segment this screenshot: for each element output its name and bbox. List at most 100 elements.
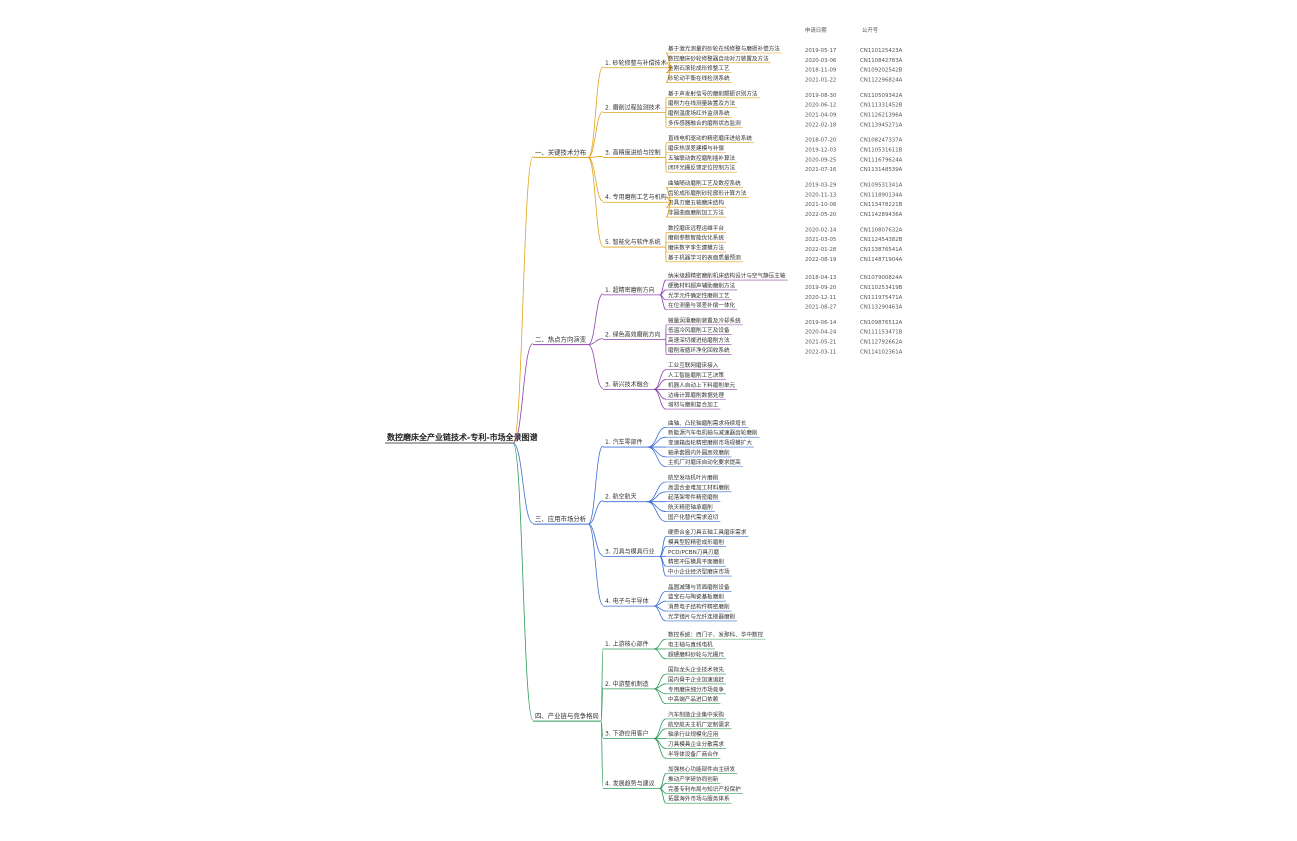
leaf-date: 2018-04-13 bbox=[805, 275, 836, 281]
leaf-label: 航天精密轴承磨削 bbox=[668, 503, 713, 511]
leaf-label: 增材与磨削复合加工 bbox=[668, 401, 719, 409]
leaf-connector bbox=[659, 555, 667, 577]
leaf-number: CN109876512A bbox=[860, 320, 903, 326]
leaf-date: 2020-04-24 bbox=[805, 330, 837, 336]
leaf-label: 拓展海外市场与服务体系 bbox=[668, 795, 730, 803]
topic-label: 1. 汽车零部件 bbox=[605, 438, 643, 446]
topic-label: 2. 绿色高效磨削方向 bbox=[605, 331, 661, 339]
leaf-date: 2021-04-09 bbox=[805, 113, 837, 119]
topic-label: 4. 发展趋势与建议 bbox=[605, 779, 655, 787]
leaf-date: 2018-07-20 bbox=[805, 138, 837, 144]
topic-label: 5. 智能化与软件系统 bbox=[605, 238, 661, 246]
topic-label: 1. 砂轮修整与补偿技术 bbox=[605, 59, 667, 67]
leaf-label: 高速深切缓进给磨削方法 bbox=[668, 336, 730, 344]
leaf-date: 2020-02-14 bbox=[805, 227, 837, 233]
branch-label: 四、产业链与竞争格局 bbox=[535, 711, 599, 720]
leaf-date: 2021-07-16 bbox=[805, 167, 837, 173]
root-node: 数控磨床全产业链技术-专利-市场全景图谱 bbox=[387, 432, 538, 442]
leaf-label: 磨床数字孪生建模方法 bbox=[668, 243, 724, 251]
leaf-date: 2022-01-28 bbox=[805, 247, 837, 253]
branch-connector bbox=[588, 156, 604, 158]
leaf-label: 低温冷风磨削工艺及设备 bbox=[668, 326, 730, 334]
leaf-number: CN110531611B bbox=[860, 147, 903, 153]
branch-connector bbox=[587, 157, 604, 202]
leaf-connector bbox=[647, 436, 667, 448]
leaf-connector bbox=[659, 294, 667, 311]
leaf-label: 基于激光测量的砂轮在线修整与磨损补偿方法 bbox=[668, 45, 780, 53]
branch-connector bbox=[587, 293, 604, 345]
leaf-number: CN109531341A bbox=[860, 182, 903, 188]
leaf-label: 数控磨床砂轮修整器自动对刀装置及方法 bbox=[668, 54, 769, 62]
leaf-label: 工业互联网磨床接入 bbox=[668, 361, 719, 369]
leaf-label: 非圆曲面磨削加工方法 bbox=[668, 209, 724, 217]
leaf-label: 磨削力在线测量装置及方法 bbox=[668, 99, 736, 107]
leaf-label: 纳米级超精密磨削机床结构设计与空气静压主轴 bbox=[668, 272, 786, 280]
leaf-label: 精密冲压模具平面磨削 bbox=[668, 558, 724, 566]
root-connector bbox=[512, 442, 534, 721]
leaf-date: 2020-03-06 bbox=[805, 58, 837, 64]
leaf-connector bbox=[646, 491, 667, 503]
leaf-date: 2019-12-03 bbox=[805, 147, 836, 153]
topic-label: 2. 中游整机制造 bbox=[605, 680, 649, 688]
leaf-date: 2018-11-09 bbox=[805, 68, 837, 74]
leaf-label: 磨削参数智能优化系统 bbox=[668, 234, 724, 242]
leaf-label: 砂轮动平衡在线检测系统 bbox=[668, 74, 730, 82]
leaf-label: 汽车制造企业集中采购 bbox=[668, 710, 724, 718]
leaf-connector bbox=[653, 379, 667, 390]
leaf-date: 2020-11-13 bbox=[805, 192, 836, 198]
leaf-number: CN110253419B bbox=[860, 285, 903, 291]
leaf-date: 2019-08-30 bbox=[805, 93, 837, 99]
leaf-label: 航空航天主机厂定制需求 bbox=[668, 720, 730, 728]
leaf-label: 高温合金难加工材料磨削 bbox=[668, 483, 730, 491]
branch-connector bbox=[587, 344, 604, 389]
leaf-number: CN107900824A bbox=[860, 275, 903, 281]
leaf-label: 消费电子结构件精密磨削 bbox=[668, 603, 730, 611]
leaf-date: 2019-09-20 bbox=[805, 285, 837, 291]
leaf-label: 机器人自动上下料磨削单元 bbox=[668, 381, 736, 389]
leaf-number: CN110509342A bbox=[860, 93, 903, 99]
leaf-date: 2020-09-25 bbox=[805, 157, 836, 163]
root-connector bbox=[512, 156, 534, 444]
topic-label: 2. 航空航天 bbox=[605, 493, 637, 501]
leaf-label: 完善专利布局与知识产权保护 bbox=[668, 785, 741, 793]
leaf-date: 2022-05-20 bbox=[805, 212, 837, 218]
branch-connector bbox=[587, 523, 604, 606]
leaf-connector bbox=[647, 426, 667, 448]
leaf-label: 推动产学研协同创新 bbox=[668, 775, 719, 783]
leaf-label: 磨床热误差建模与补偿 bbox=[668, 144, 724, 152]
leaf-connector bbox=[653, 738, 667, 749]
branch-label: 一、关键技术分布 bbox=[535, 147, 587, 156]
branch-connector bbox=[587, 111, 604, 158]
branch-label: 三、应用市场分析 bbox=[535, 514, 587, 523]
leaf-connector bbox=[665, 201, 673, 218]
leaf-label: 加强核心功能部件自主研发 bbox=[668, 765, 736, 773]
leaf-label: 起落架零件精密磨削 bbox=[668, 493, 719, 501]
leaf-label: 变速箱齿轮精密磨削市场规模扩大 bbox=[668, 439, 752, 447]
leaf-connector bbox=[653, 389, 667, 410]
leaf-number: CN114102361A bbox=[860, 349, 903, 355]
leaf-label: 磨削温度场红外监测系统 bbox=[668, 109, 730, 117]
leaf-date: 2021-03-05 bbox=[805, 237, 836, 243]
leaf-number: CN113876541A bbox=[860, 247, 903, 253]
leaf-number: CN109202542B bbox=[860, 68, 903, 74]
branch-connector bbox=[588, 500, 604, 525]
leaf-date: 2021-01-22 bbox=[805, 78, 836, 84]
leaf-date: 2019-06-14 bbox=[805, 320, 837, 326]
leaf-date: 2022-08-19 bbox=[805, 257, 837, 263]
leaf-label: 边缘计算磨削数据处理 bbox=[668, 391, 724, 399]
leaf-label: 半导体设备厂商合作 bbox=[668, 750, 719, 758]
leaf-date: 2021-05-21 bbox=[805, 340, 836, 346]
leaf-label: 轴承套圈内外圆高效磨削 bbox=[668, 448, 730, 456]
leaf-number: CN110842783A bbox=[860, 58, 903, 64]
leaf-connector bbox=[653, 369, 667, 390]
topic-label: 3. 高精度进给与控制 bbox=[605, 148, 661, 156]
leaf-label: 五轴联动数控磨削插补算法 bbox=[668, 154, 736, 162]
leaf-date: 2021-08-27 bbox=[805, 305, 836, 311]
leaf-connector bbox=[653, 688, 667, 705]
leaf-label: 多传感器融合的磨削状态监测 bbox=[668, 119, 741, 127]
branch-connector bbox=[588, 338, 604, 345]
leaf-label: 数控磨床远程运维平台 bbox=[668, 224, 724, 232]
leaf-number: CN111679624A bbox=[860, 157, 903, 163]
root-connector bbox=[512, 442, 534, 524]
leaf-connector bbox=[653, 718, 667, 740]
